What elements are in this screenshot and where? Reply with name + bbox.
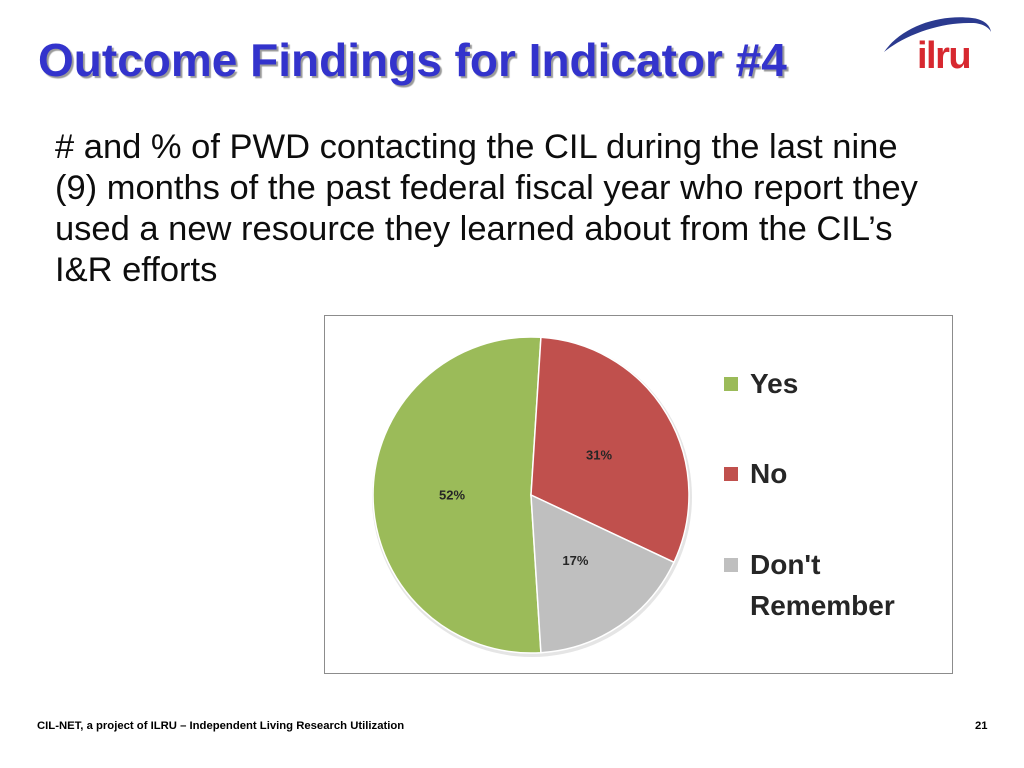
legend-item-no: No bbox=[724, 453, 787, 494]
legend-item-dont-remember: Don't Remember bbox=[724, 544, 930, 626]
legend-label-dont-remember: Don't Remember bbox=[750, 549, 895, 621]
legend-marker-dont-remember bbox=[724, 558, 738, 572]
body-text-line: # and % of PWD contacting the CIL during… bbox=[55, 128, 898, 166]
pie-chart: 52% 31% 17% bbox=[372, 336, 692, 657]
legend-label-no: No bbox=[750, 458, 788, 489]
legend-marker-yes bbox=[724, 377, 738, 391]
pie-slice-yes bbox=[372, 336, 542, 654]
legend-label-yes: Yes bbox=[750, 368, 799, 399]
data-label-no: 31% bbox=[586, 447, 612, 462]
slide-title: Outcome Findings for Indicator #4 bbox=[38, 34, 787, 86]
data-label-dont-remember: 17% bbox=[562, 553, 588, 568]
pie-slice-dont-remember bbox=[530, 493, 675, 654]
data-label-yes: 52% bbox=[439, 488, 465, 503]
ilru-swoosh-icon bbox=[884, 17, 991, 52]
page-number: 21 bbox=[975, 720, 988, 732]
legend-marker-no bbox=[724, 467, 738, 481]
logo-text: ilru bbox=[917, 35, 970, 74]
legend-item-yes: Yes bbox=[724, 363, 798, 404]
body-text-line: I&R efforts bbox=[55, 251, 218, 289]
pie-chart-frame: 52% 31% 17% Yes No Don't Remember bbox=[324, 315, 953, 674]
body-text-line: (9) months of the past federal fiscal ye… bbox=[55, 169, 918, 207]
slide-body-text: # and % of PWD contacting the CIL during… bbox=[55, 127, 918, 291]
pie-slice-no bbox=[530, 336, 690, 564]
body-text-line: used a new resource they learned about f… bbox=[55, 210, 893, 248]
slide-footer: CIL-NET, a project of ILRU – Independent… bbox=[37, 720, 405, 732]
ilru-logo: ilru bbox=[884, 17, 991, 74]
